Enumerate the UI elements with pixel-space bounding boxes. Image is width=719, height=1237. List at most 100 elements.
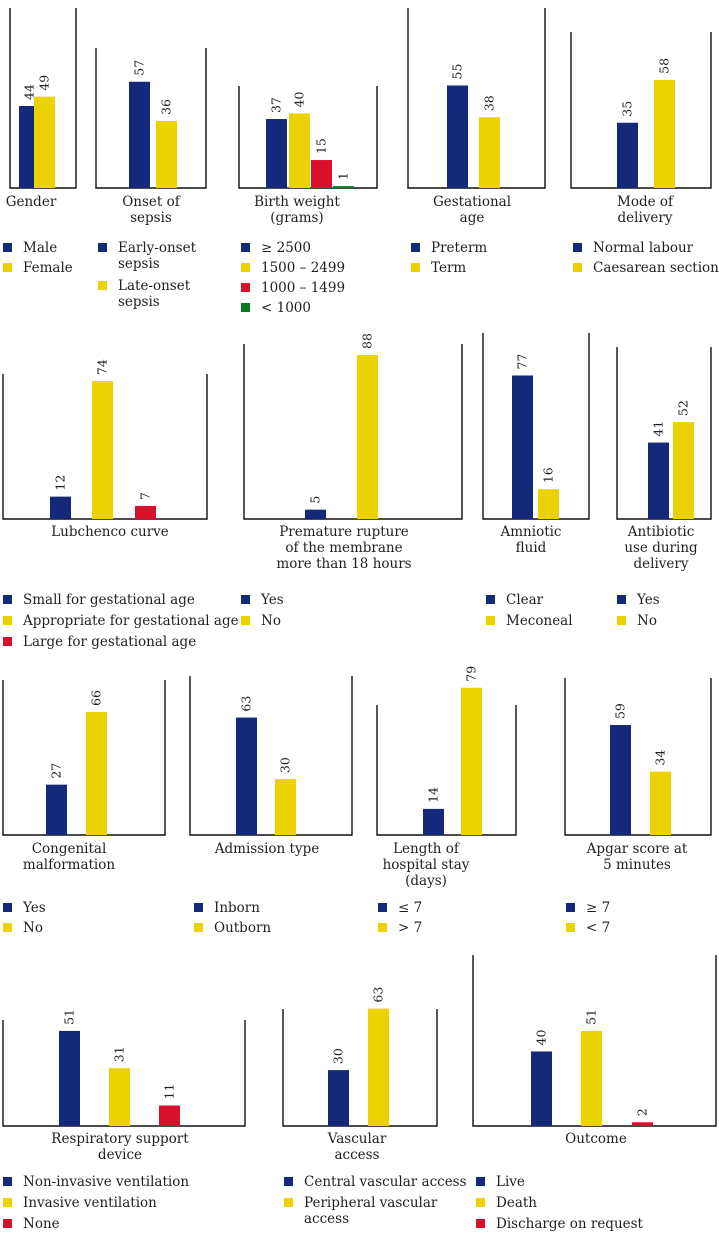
axis-title: 5 minutes — [603, 857, 671, 873]
data-label: 63 — [239, 696, 254, 712]
legend-swatch — [486, 595, 495, 604]
axis-title: malformation — [23, 857, 115, 873]
legend-label: No — [261, 613, 281, 629]
axis-title: of the membrane — [285, 540, 402, 556]
data-label: 51 — [62, 1009, 77, 1025]
axis-title: (days) — [405, 873, 447, 889]
legend-label: ≥ 2500 — [261, 240, 311, 256]
bar — [447, 85, 468, 188]
legend-label: Live — [496, 1174, 525, 1190]
bar — [109, 1068, 130, 1126]
legend-swatch — [241, 283, 250, 292]
axis-title: device — [98, 1147, 142, 1163]
data-label: 77 — [515, 354, 530, 370]
legend-label: Small for gestational age — [23, 592, 195, 608]
legend-label: Meconeal — [506, 613, 573, 629]
legend-label: ≤ 7 — [398, 900, 422, 916]
legend-swatch — [3, 1219, 12, 1228]
bar — [59, 1030, 80, 1126]
data-label: 40 — [292, 91, 307, 107]
axis-title: fluid — [516, 540, 547, 556]
legend-swatch — [411, 263, 420, 272]
legend-label: Appropriate for gestational age — [22, 613, 239, 629]
legend-swatch — [3, 595, 12, 604]
bar — [610, 725, 631, 835]
axis-title: Antibiotic — [627, 524, 695, 540]
legend-label: No — [637, 613, 657, 629]
bar — [423, 808, 444, 835]
chart-frame — [376, 705, 517, 836]
legend-swatch — [241, 263, 250, 272]
bar — [156, 120, 177, 188]
legend-label: > 7 — [398, 920, 422, 936]
data-label: 16 — [541, 467, 556, 483]
legend-swatch — [476, 1177, 485, 1186]
legend-swatch — [573, 263, 582, 272]
data-label: 5 — [308, 496, 323, 504]
bar — [92, 381, 113, 519]
data-label: 30 — [331, 1048, 346, 1064]
axis-title: Apgar score at — [586, 841, 688, 857]
bar — [275, 779, 296, 835]
bar — [357, 354, 378, 519]
legend-swatch — [617, 595, 626, 604]
bar — [305, 509, 326, 519]
data-label: 51 — [584, 1009, 599, 1025]
legend-label: Central vascular access — [304, 1174, 467, 1190]
legend-label: Death — [496, 1195, 537, 1211]
legend-label: Female — [23, 260, 73, 276]
legend-swatch — [241, 303, 250, 312]
axis-title: hospital stay — [383, 857, 470, 873]
legend-label: Term — [431, 260, 466, 276]
bar — [129, 81, 150, 188]
chart-frame — [95, 48, 207, 189]
chart-panel: 59 34 Apgar score at5 minutes ≥ 7 < 7 — [564, 678, 712, 936]
bar — [650, 771, 671, 835]
data-label: 55 — [450, 64, 465, 80]
data-label: 37 — [269, 97, 284, 113]
data-label: 14 — [426, 787, 441, 803]
axis-title: Vascular — [327, 1131, 387, 1147]
axis-title: Lubchenco curve — [51, 524, 169, 540]
data-label: 79 — [464, 666, 479, 682]
legend-swatch — [378, 923, 387, 932]
bar — [632, 1122, 653, 1126]
bar — [538, 489, 559, 519]
axis-title: use during — [624, 540, 698, 556]
legend-swatch — [98, 281, 107, 290]
chart-frame — [564, 678, 712, 836]
axis-title: (grams) — [270, 210, 323, 226]
bar — [159, 1105, 180, 1126]
legend-swatch — [241, 616, 250, 625]
legend-label: Invasive ventilation — [23, 1195, 157, 1211]
chart-frame — [243, 344, 463, 520]
chart-frame — [282, 1009, 438, 1127]
bar — [648, 442, 669, 519]
bar — [328, 1070, 349, 1126]
legend-swatch — [3, 616, 12, 625]
chart-panel: 12 74 7 Lubchenco curve Small for gestationa… — [2, 359, 239, 650]
legend-swatch — [566, 903, 575, 912]
axis-title: Onset of — [122, 194, 181, 210]
legend-swatch — [573, 243, 582, 252]
bar — [289, 113, 310, 188]
data-label: 31 — [112, 1046, 127, 1062]
data-label: 12 — [53, 475, 68, 491]
bar — [86, 711, 107, 835]
legend-swatch — [241, 595, 250, 604]
legend-swatch — [3, 1177, 12, 1186]
bar — [50, 496, 71, 519]
legend-label: access — [304, 1211, 349, 1227]
legend-label: Yes — [260, 592, 284, 608]
chart-panel: 37 40 15 1 Birth weight(grams) ≥ 2500 1500 – 2… — [238, 86, 378, 316]
legend-swatch — [3, 903, 12, 912]
data-label: 15 — [314, 138, 329, 154]
axis-title: Admission type — [214, 841, 319, 857]
